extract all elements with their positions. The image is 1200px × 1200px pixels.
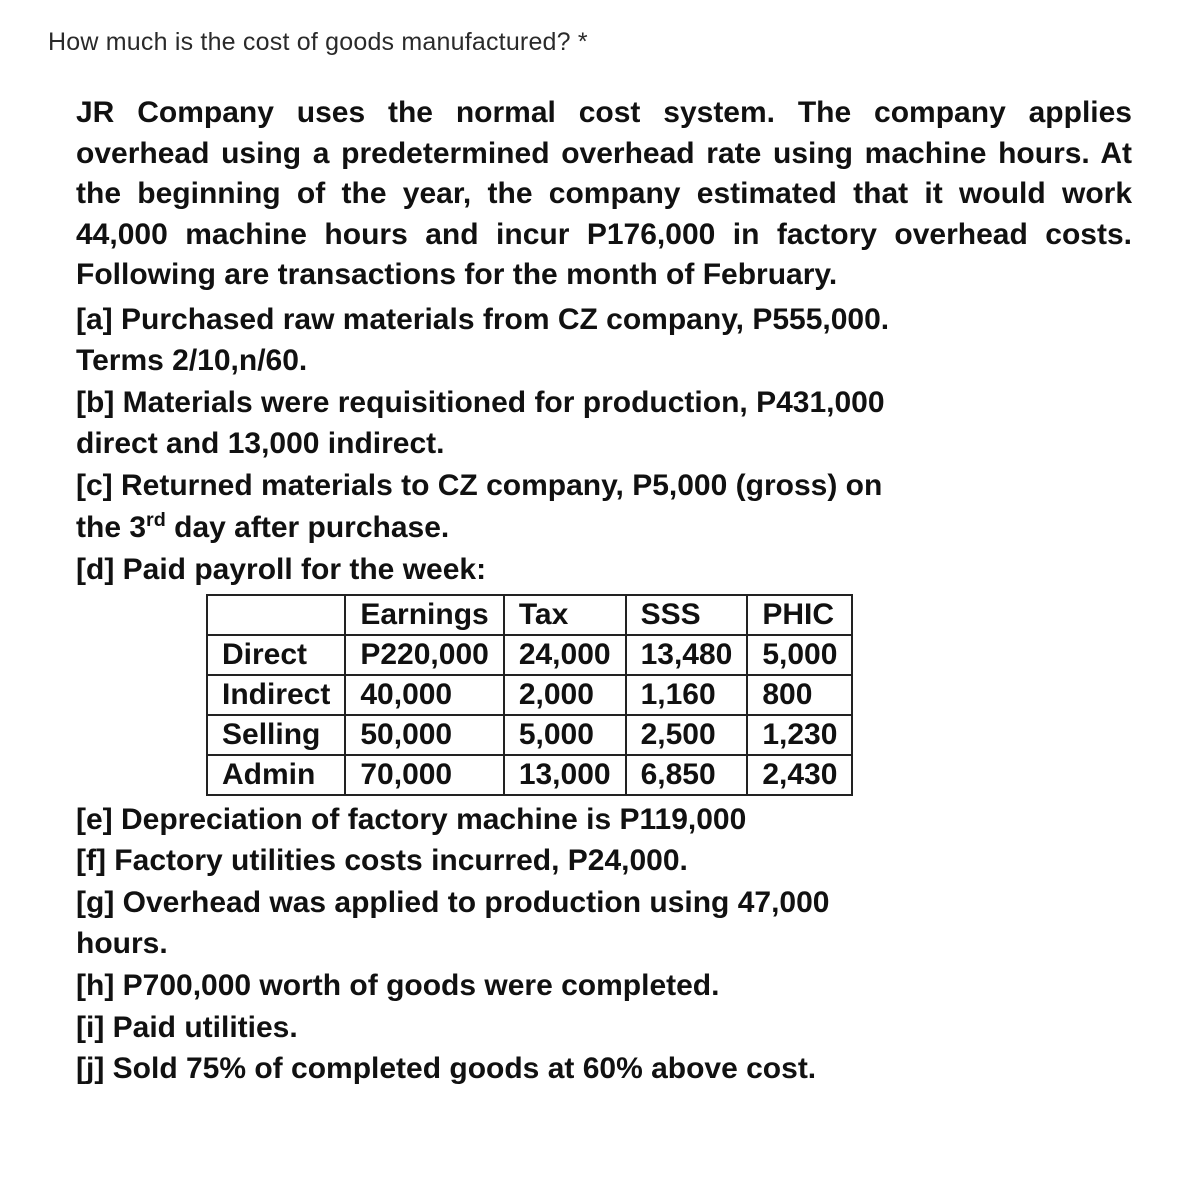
cell-label: Selling bbox=[207, 715, 345, 755]
th-blank bbox=[207, 595, 345, 635]
cell-earnings: 40,000 bbox=[345, 675, 503, 715]
cell-tax: 24,000 bbox=[504, 635, 626, 675]
table-row: Admin 70,000 13,000 6,850 2,430 bbox=[207, 755, 852, 795]
cell-phic: 2,430 bbox=[747, 755, 852, 795]
item-j: [j] Sold 75% of completed goods at 60% a… bbox=[76, 1049, 1132, 1089]
item-f: [f] Factory utilities costs incurred, P2… bbox=[76, 841, 1132, 881]
item-c-line2-pre: the 3 bbox=[76, 511, 146, 544]
item-a-line2: Terms 2/10,n/60. bbox=[76, 341, 1132, 381]
cell-earnings: 50,000 bbox=[345, 715, 503, 755]
cell-label: Indirect bbox=[207, 675, 345, 715]
th-tax: Tax bbox=[504, 595, 626, 635]
question-page: How much is the cost of goods manufactur… bbox=[0, 0, 1200, 1109]
item-b-line1: [b] Materials were requisitioned for pro… bbox=[76, 383, 1132, 423]
item-a-line1: [a] Purchased raw materials from CZ comp… bbox=[76, 300, 1132, 340]
item-c-line2: the 3rd day after purchase. bbox=[76, 507, 1132, 548]
item-c-line1: [c] Returned materials to CZ company, P5… bbox=[76, 466, 1132, 506]
cell-phic: 800 bbox=[747, 675, 852, 715]
cell-sss: 13,480 bbox=[626, 635, 748, 675]
table-row: Selling 50,000 5,000 2,500 1,230 bbox=[207, 715, 852, 755]
cell-label: Direct bbox=[207, 635, 345, 675]
payroll-table: Earnings Tax SSS PHIC Direct P220,000 24… bbox=[206, 594, 853, 796]
item-i: [i] Paid utilities. bbox=[76, 1008, 1132, 1048]
cell-earnings: P220,000 bbox=[345, 635, 503, 675]
th-sss: SSS bbox=[626, 595, 748, 635]
cell-tax: 2,000 bbox=[504, 675, 626, 715]
cell-sss: 1,160 bbox=[626, 675, 748, 715]
item-b-line2: direct and 13,000 indirect. bbox=[76, 424, 1132, 464]
table-row: Direct P220,000 24,000 13,480 5,000 bbox=[207, 635, 852, 675]
item-h: [h] P700,000 worth of goods were complet… bbox=[76, 966, 1132, 1006]
item-g-line2: hours. bbox=[76, 924, 1132, 964]
cell-tax: 5,000 bbox=[504, 715, 626, 755]
cell-tax: 13,000 bbox=[504, 755, 626, 795]
th-phic: PHIC bbox=[747, 595, 852, 635]
cell-label: Admin bbox=[207, 755, 345, 795]
cell-phic: 5,000 bbox=[747, 635, 852, 675]
item-c-line2-post: day after purchase. bbox=[166, 511, 449, 544]
item-c-line2-sup: rd bbox=[146, 509, 166, 531]
table-header-row: Earnings Tax SSS PHIC bbox=[207, 595, 852, 635]
cell-sss: 6,850 bbox=[626, 755, 748, 795]
table-row: Indirect 40,000 2,000 1,160 800 bbox=[207, 675, 852, 715]
item-e: [e] Depreciation of factory machine is P… bbox=[76, 800, 1132, 840]
cell-sss: 2,500 bbox=[626, 715, 748, 755]
intro-paragraph: JR Company uses the normal cost system. … bbox=[76, 93, 1132, 296]
cell-earnings: 70,000 bbox=[345, 755, 503, 795]
item-g-line1: [g] Overhead was applied to production u… bbox=[76, 883, 1132, 923]
cell-phic: 1,230 bbox=[747, 715, 852, 755]
question-title: How much is the cost of goods manufactur… bbox=[48, 28, 1152, 57]
item-d: [d] Paid payroll for the week: bbox=[76, 550, 1132, 590]
th-earnings: Earnings bbox=[345, 595, 503, 635]
question-body: JR Company uses the normal cost system. … bbox=[48, 93, 1152, 1089]
